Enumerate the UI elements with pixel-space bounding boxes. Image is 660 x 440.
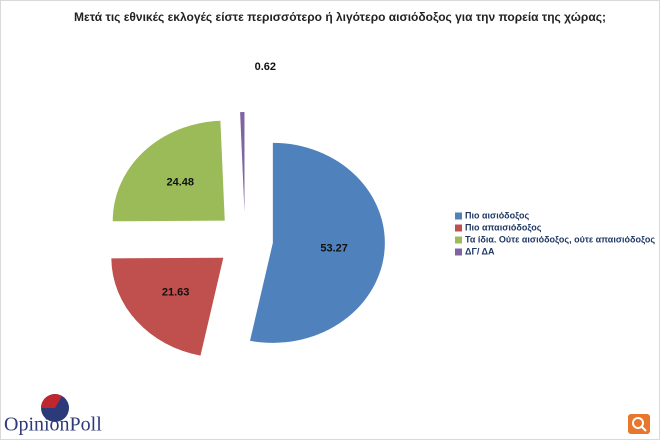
data-label: 24.48 xyxy=(166,177,194,189)
pie-slice xyxy=(111,257,224,356)
legend-label: ΔΓ/ ΔΑ xyxy=(465,246,495,256)
pie-slice xyxy=(250,142,385,343)
zoom-icon[interactable] xyxy=(628,414,650,434)
legend-swatch xyxy=(455,248,462,256)
legend-label: Πιο αισιόδοξος xyxy=(465,210,530,220)
pie-slice xyxy=(240,112,245,213)
legend-swatch xyxy=(455,236,462,244)
legend-swatch xyxy=(455,224,462,232)
legend-label: Πιο απαισιόδοξος xyxy=(465,222,542,232)
legend-swatch xyxy=(455,212,462,220)
pie-slice xyxy=(112,120,225,222)
zoom-button[interactable] xyxy=(628,414,650,434)
data-label: 53.27 xyxy=(320,242,348,254)
data-label: 0.62 xyxy=(255,61,276,73)
chart-title: Μετά τις εθνικές εκλογές είστε περισσότε… xyxy=(74,10,606,24)
logo: OpinionPoll xyxy=(4,394,102,436)
zoom-handle xyxy=(641,426,647,432)
data-label: 21.63 xyxy=(162,286,190,298)
zoom-glass xyxy=(632,417,644,429)
logo-icon-part xyxy=(41,394,62,408)
logo-text: OpinionPoll xyxy=(4,414,102,436)
legend-label: Τα ίδια. Ούτε αισιόδοξος, ούτε απαισιόδο… xyxy=(465,234,655,244)
